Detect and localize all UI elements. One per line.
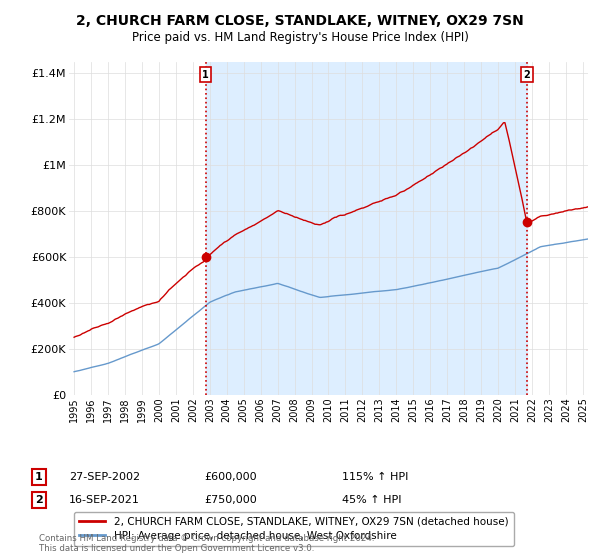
Text: 16-SEP-2021: 16-SEP-2021 bbox=[69, 495, 140, 505]
Text: 2, CHURCH FARM CLOSE, STANDLAKE, WITNEY, OX29 7SN: 2, CHURCH FARM CLOSE, STANDLAKE, WITNEY,… bbox=[76, 14, 524, 28]
Text: 45% ↑ HPI: 45% ↑ HPI bbox=[342, 495, 401, 505]
Text: 27-SEP-2002: 27-SEP-2002 bbox=[69, 472, 140, 482]
Text: Price paid vs. HM Land Registry's House Price Index (HPI): Price paid vs. HM Land Registry's House … bbox=[131, 31, 469, 44]
Text: £750,000: £750,000 bbox=[204, 495, 257, 505]
Bar bbox=[206, 62, 527, 395]
Text: 115% ↑ HPI: 115% ↑ HPI bbox=[342, 472, 409, 482]
Text: £600,000: £600,000 bbox=[204, 472, 257, 482]
Text: 1: 1 bbox=[202, 70, 209, 80]
Text: 2: 2 bbox=[35, 495, 43, 505]
Legend: 2, CHURCH FARM CLOSE, STANDLAKE, WITNEY, OX29 7SN (detached house), HPI: Average: 2, CHURCH FARM CLOSE, STANDLAKE, WITNEY,… bbox=[74, 512, 514, 546]
Text: 2: 2 bbox=[524, 70, 530, 80]
Text: Contains HM Land Registry data © Crown copyright and database right 2024.
This d: Contains HM Land Registry data © Crown c… bbox=[39, 534, 374, 553]
Text: 1: 1 bbox=[35, 472, 43, 482]
